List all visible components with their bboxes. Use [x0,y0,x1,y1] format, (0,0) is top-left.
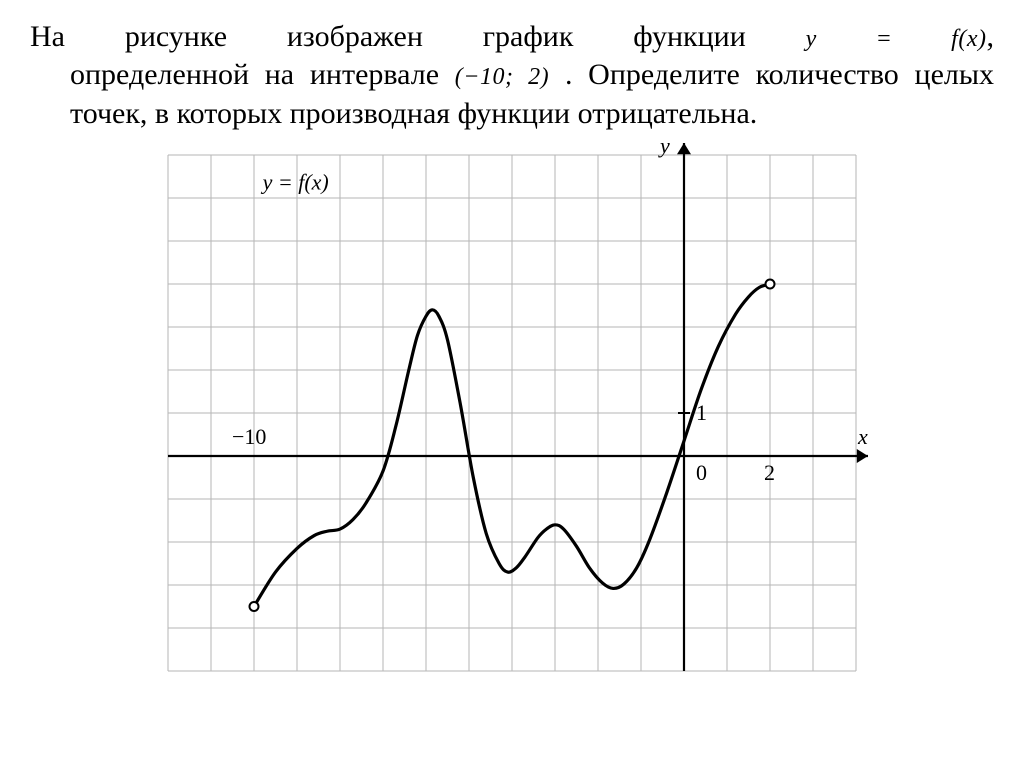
problem-line-rest: определенной на интервале (−10; 2) . Опр… [30,56,994,133]
problem-statement: На рисунке изображен график функции y = … [30,18,994,133]
tick-label-2: 2 [764,460,775,485]
tick-label-1: 1 [696,400,707,425]
tick-label-minus10: −10 [232,424,266,449]
open-endpoint-left [250,602,259,611]
problem-text-post1: , [987,20,995,53]
problem-line-1: На рисунке изображен график функции y = … [30,18,994,56]
x-axis-label: x [857,424,868,449]
formula-y-fx: y = f(x) [806,26,987,52]
function-label: y = f(x) [261,170,329,195]
y-axis-label: y [658,143,670,158]
formula-interval: (−10; 2) [455,64,549,90]
problem-text-pre1: На рисунке изображен график функции [30,20,806,53]
origin-label: 0 [696,460,707,485]
open-endpoint-right [766,280,775,289]
function-chart: 1 0 2 −10 y x y = f(x) [152,143,872,683]
problem-text-pre2: определенной на интервале [70,58,455,91]
chart-container: 1 0 2 −10 y x y = f(x) [30,143,994,688]
